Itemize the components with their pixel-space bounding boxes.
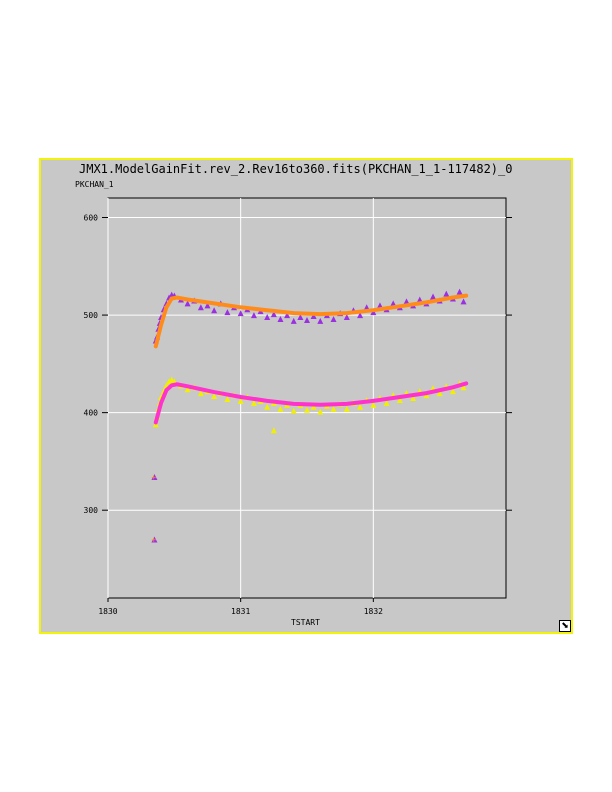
y-tick-label: 500 [84, 311, 99, 320]
lower-data-point [436, 390, 443, 397]
y-tick-label: 300 [84, 506, 99, 515]
lower-data-point [357, 403, 364, 410]
lower-data-point [343, 405, 350, 412]
upper-data-point [197, 304, 204, 311]
plot-frame [107, 197, 507, 599]
upper-data-point [343, 314, 350, 321]
lower-data-point [264, 403, 271, 410]
lower-fit-line [153, 381, 469, 425]
chart-title: JMX1.ModelGainFit.rev_2.Rev16to360.fits(… [79, 162, 513, 176]
lower-data-point [330, 405, 337, 412]
upper-data-point [211, 307, 218, 314]
upper-data-point [277, 315, 284, 322]
lower-data-point [383, 399, 390, 406]
upper-data-point [264, 314, 271, 321]
upper-data-point [403, 298, 410, 305]
lower-data-point [460, 384, 467, 391]
upper-data-point [204, 302, 211, 309]
upper-data-point [376, 302, 383, 309]
lower-data-point [277, 405, 284, 412]
lower-data-point [270, 427, 277, 434]
x-tick-label: 1830 [98, 607, 117, 616]
outliers-point [151, 474, 158, 481]
lower-data-point [250, 399, 257, 406]
x-axis-label: TSTART [291, 618, 320, 627]
upper-data-point [270, 311, 277, 318]
upper-data-point [310, 313, 317, 320]
resize-corner-icon[interactable]: ⬊ [559, 620, 571, 632]
lower-data-point [166, 378, 173, 385]
plot-area: 1830 1831 1832 300 400 500 600 + + [84, 197, 512, 616]
upper-data-point [290, 317, 297, 324]
upper-data-point [284, 312, 291, 319]
upper-data-point [443, 290, 450, 297]
x-tick-label: 1832 [364, 607, 383, 616]
lower-data-point [224, 395, 231, 402]
upper-data-point [250, 312, 257, 319]
plot-window: JMX1.ModelGainFit.rev_2.Rev16to360.fits(… [39, 158, 573, 634]
lower-data-point [304, 406, 310, 413]
y-axis-label: PKCHAN_1 [75, 180, 114, 189]
x-tick-label: 1831 [231, 607, 250, 616]
y-tick-label: 600 [84, 214, 99, 223]
upper-data-point [330, 315, 337, 322]
upper-data-point [317, 317, 324, 324]
outlier-cross: + [151, 535, 156, 544]
upper-data-point [224, 309, 231, 316]
upper-data-point [357, 312, 364, 319]
upper-data-point [460, 298, 467, 305]
lower-data-point [317, 408, 324, 415]
upper-data-point [390, 300, 397, 307]
y-tick-label: 400 [84, 409, 99, 418]
upper-data-point [430, 293, 437, 300]
upper-data-point [297, 314, 304, 321]
upper-data-point [304, 316, 310, 323]
outlier-cross: + [151, 473, 156, 482]
lower-data-point [310, 403, 317, 410]
lower-data-point [449, 388, 456, 395]
lower-data-point [184, 386, 191, 393]
lower-data-point [396, 396, 403, 403]
lower-data-point [211, 393, 218, 400]
lower-data-point [370, 401, 377, 408]
lower-data-point [197, 390, 204, 397]
lower-data-point [290, 407, 297, 414]
upper-data-point [416, 296, 423, 303]
upper-data-point [456, 288, 463, 295]
upper-data-point [237, 310, 244, 317]
lower-data-point [410, 395, 417, 401]
outliers-point [151, 536, 158, 543]
upper-data-point [184, 300, 191, 307]
lower-data-point [237, 397, 244, 404]
upper-fit-line [153, 293, 469, 349]
